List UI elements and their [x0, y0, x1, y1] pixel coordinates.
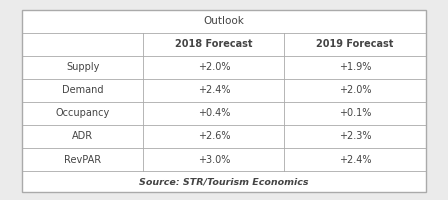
Text: +2.0%: +2.0% [198, 62, 230, 72]
Text: +0.1%: +0.1% [339, 108, 371, 118]
Text: +2.4%: +2.4% [339, 155, 371, 165]
Text: Supply: Supply [66, 62, 99, 72]
Text: RevPAR: RevPAR [65, 155, 101, 165]
Bar [22, 10, 426, 192]
Text: Outlook: Outlook [203, 16, 245, 26]
Text: Source: STR/Tourism Economics: Source: STR/Tourism Economics [139, 177, 309, 186]
Text: +2.3%: +2.3% [339, 131, 371, 141]
Text: 2019 Forecast: 2019 Forecast [316, 39, 394, 49]
Text: +2.0%: +2.0% [339, 85, 371, 95]
Text: +3.0%: +3.0% [198, 155, 230, 165]
Text: +2.4%: +2.4% [198, 85, 230, 95]
Text: +2.6%: +2.6% [198, 131, 230, 141]
Text: Demand: Demand [62, 85, 103, 95]
Text: +1.9%: +1.9% [339, 62, 371, 72]
Text: 2018 Forecast: 2018 Forecast [175, 39, 253, 49]
Text: Occupancy: Occupancy [56, 108, 110, 118]
Text: ADR: ADR [72, 131, 94, 141]
Text: +0.4%: +0.4% [198, 108, 230, 118]
